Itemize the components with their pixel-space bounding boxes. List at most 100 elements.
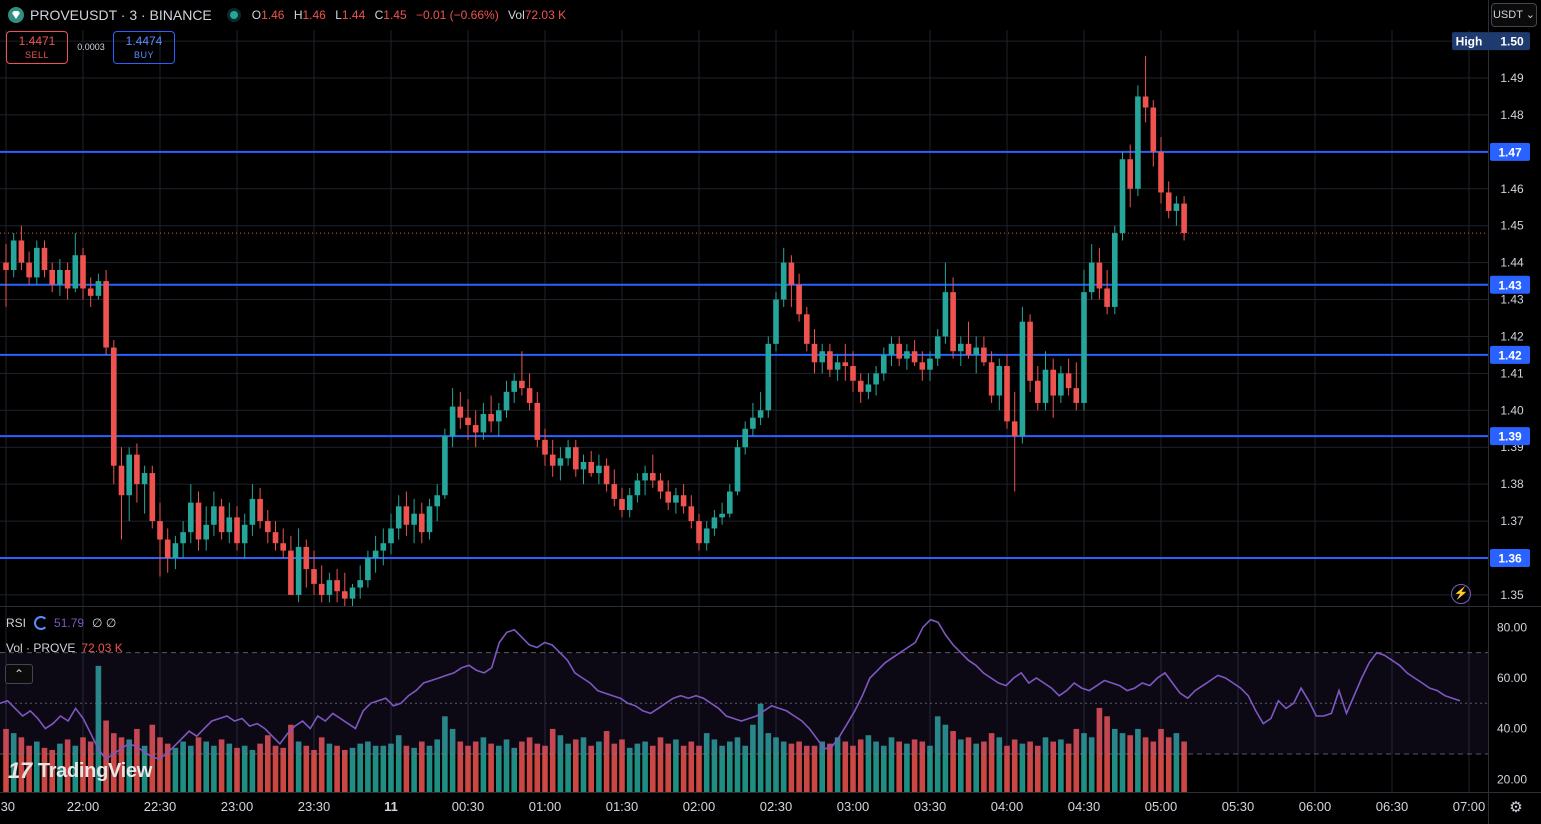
candle-body <box>719 513 725 518</box>
candle-body <box>1127 159 1133 189</box>
buy-price: 1.4474 <box>125 34 163 48</box>
horizontal-lines[interactable] <box>0 150 1488 559</box>
candle-body <box>804 314 810 344</box>
volume-bar <box>965 737 972 792</box>
candle-body <box>1112 233 1118 307</box>
volume-bar <box>750 724 756 792</box>
candle-body <box>164 539 171 558</box>
volume-value: 72.03 K <box>81 641 123 655</box>
volume-bar <box>626 747 633 792</box>
prove-logo-icon <box>8 7 24 23</box>
volume-bar <box>773 737 779 792</box>
volume-bar <box>1019 743 1026 792</box>
candle-body <box>773 299 779 344</box>
candle-body <box>934 336 941 359</box>
candle-body <box>1173 203 1180 211</box>
volume-bar <box>434 739 440 792</box>
volume-bar <box>134 728 140 792</box>
candle-body <box>757 410 764 418</box>
volume-bar <box>511 747 517 792</box>
volume-bar <box>211 745 217 792</box>
volume-bar <box>395 735 402 792</box>
candle-body <box>634 480 641 496</box>
volume-bar <box>349 747 356 792</box>
sell-button[interactable]: 1.4471 SELL <box>6 31 68 64</box>
volume-bar <box>249 749 256 792</box>
volume-bar <box>241 745 248 792</box>
volume-bar <box>973 743 979 792</box>
candle-body <box>234 517 240 544</box>
currency-select[interactable]: USDT ⌄ <box>1491 3 1537 27</box>
volume-bar <box>665 743 671 792</box>
candle-body <box>380 543 387 551</box>
buy-button[interactable]: 1.4474 BUY <box>113 31 175 64</box>
volume-bar <box>742 745 748 792</box>
gear-icon[interactable]: ⚙ <box>1509 799 1523 816</box>
volume-bar <box>1173 733 1180 792</box>
rsi-value: 51.79 <box>54 616 85 630</box>
candle-body <box>1158 151 1164 193</box>
lightning-icon[interactable]: ⚡ <box>1451 584 1471 604</box>
volume-bar <box>734 737 741 792</box>
candle-body <box>611 484 618 499</box>
symbol-title[interactable]: PROVEUSDT · 3 · BINANCE <box>30 7 212 23</box>
volume-bar <box>1050 741 1056 792</box>
volume-bar <box>919 741 926 792</box>
candle-body <box>565 447 571 459</box>
candle-body <box>1150 107 1157 152</box>
time-axis[interactable]: :30 22:00 22:30 23:00 23:30 11 00:30 01:00 01:30… <box>0 799 1485 814</box>
candle-body <box>188 502 194 533</box>
price-tick-label: 1.44 <box>1500 256 1524 270</box>
rsi-extra: ∅ ∅ <box>92 616 117 630</box>
candle-body <box>904 351 910 359</box>
time-tick-label: 22:30 <box>144 799 177 814</box>
candle-body <box>819 351 825 363</box>
volume-bar <box>95 665 102 792</box>
candle-body <box>665 491 671 503</box>
buy-label: BUY <box>133 50 154 60</box>
chevron-up-icon[interactable]: ⌃ <box>5 664 33 684</box>
volume-bar <box>850 745 856 792</box>
candle-body <box>134 454 140 485</box>
refresh-icon[interactable] <box>34 616 49 630</box>
volume-bar <box>34 741 40 792</box>
candle-body <box>203 524 209 540</box>
volume-bar <box>596 741 602 792</box>
candle-body <box>596 465 602 474</box>
rsi-name: RSI <box>6 616 27 630</box>
volume-bar <box>611 743 618 792</box>
high-marker-label: High <box>1456 35 1483 49</box>
candle-body <box>49 270 55 285</box>
candle-body <box>911 351 918 363</box>
ohlc-legend: O1.46 H1.46 L1.44 C1.45 −0.01 (−0.66%) V… <box>251 8 567 22</box>
tradingview-text: TradingView <box>37 759 153 782</box>
candle-body <box>680 495 687 507</box>
candle-body <box>334 580 340 592</box>
volume-bar <box>1035 745 1041 792</box>
candle-body <box>1035 380 1041 403</box>
volume-bar <box>488 743 494 792</box>
sell-price: 1.4471 <box>18 34 56 48</box>
volume-bar <box>72 745 79 792</box>
volume-legend[interactable]: Vol · PROVE 72.03 K <box>6 641 123 655</box>
rsi-legend[interactable]: RSI 51.79 ∅ ∅ <box>6 616 116 630</box>
candle-body <box>365 558 371 581</box>
candle-body <box>87 288 94 296</box>
ohlc-high: 1.46 <box>302 8 326 22</box>
volume-bar <box>765 733 772 792</box>
time-tick-label: 02:30 <box>760 799 793 814</box>
candle-body <box>118 465 125 496</box>
price-axis[interactable]: 1.35 1.36 1.37 1.38 1.39 1.40 1.41 1.42 1.43 1.44… <box>1452 32 1530 786</box>
candle-body <box>449 406 456 437</box>
volume-bar <box>1158 728 1164 792</box>
candle-body <box>265 521 271 533</box>
candle-body <box>3 262 9 270</box>
candle-body <box>965 343 972 355</box>
candle-body <box>111 347 117 466</box>
chart-header: PROVEUSDT · 3 · BINANCE O1.46 H1.46 L1.4… <box>0 0 572 30</box>
volume-bar <box>357 743 363 792</box>
candle-body <box>257 498 263 522</box>
volume-bar <box>41 747 48 792</box>
candle-body <box>411 513 417 525</box>
